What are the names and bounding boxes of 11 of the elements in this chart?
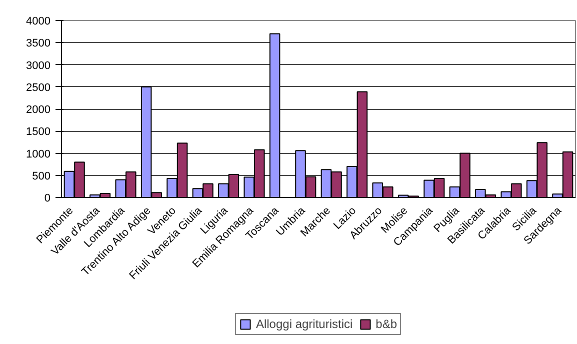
y-tick-label: 500 [32, 170, 51, 182]
y-tick-label: 4000 [26, 16, 51, 28]
legend-label: b&b [376, 317, 398, 331]
y-tick-label: 3500 [26, 38, 51, 50]
y-tick-label: 0 [44, 192, 51, 204]
y-tick-label: 2000 [26, 104, 51, 116]
y-tick-label: 2500 [26, 82, 51, 94]
y-tick-label: 1000 [26, 148, 51, 160]
y-tick-label: 3000 [26, 60, 51, 72]
legend-label: Alloggi agrituristici [256, 317, 353, 331]
y-tick-label: 1500 [26, 126, 51, 138]
